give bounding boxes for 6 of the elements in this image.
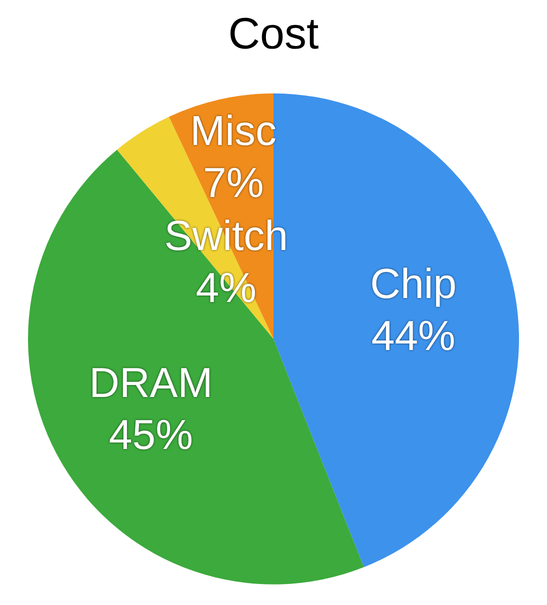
data-label: 7% (202, 158, 264, 206)
slice-label: Chip (370, 260, 457, 307)
data-label: 45% (108, 410, 193, 458)
chart-title: Cost (228, 10, 319, 59)
slice-label: DRAM (89, 358, 213, 406)
data-label: 44% (371, 312, 456, 359)
